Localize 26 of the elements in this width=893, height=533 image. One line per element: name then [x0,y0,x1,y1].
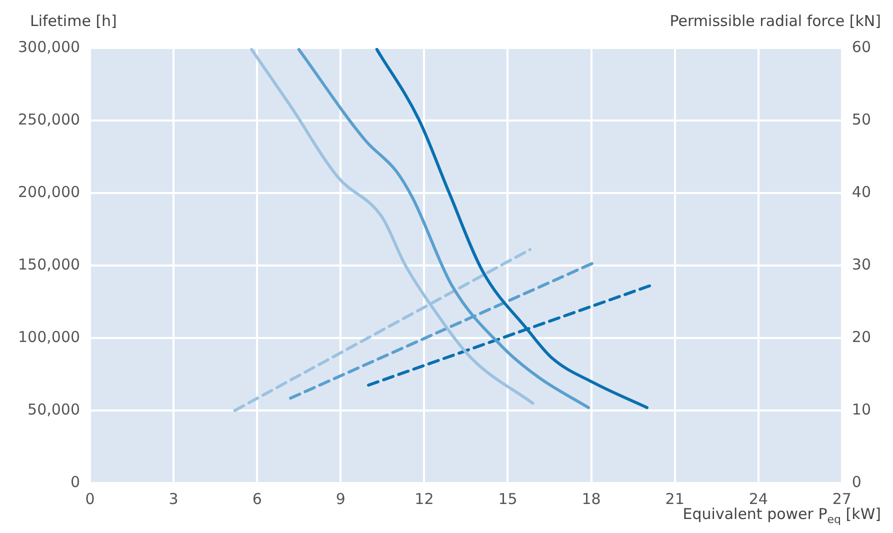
x-tick-label: 12 [414,490,434,508]
x-tick-label: 6 [252,490,262,508]
y-tick-label: 200,000 [18,182,80,201]
x-tick-label: 18 [582,490,601,508]
y-tick-label: 300,000 [18,38,80,56]
x-tick-label: 27 [832,490,852,508]
y2-axis-title: Permissible radial force [kN] [670,12,882,30]
y2-tick-label: 20 [852,328,872,346]
x-tick-label: 24 [748,490,768,508]
y2-tick-label: 50 [852,110,872,128]
y-axis-title: Lifetime [h] [30,12,117,30]
y-tick-label: 50,000 [28,400,80,418]
x-tick-label: 3 [168,490,178,508]
y2-tick-label: 0 [852,472,862,491]
y-tick-label: 0 [70,472,80,491]
y-tick-label: 100,000 [18,328,80,346]
y2-tick-label: 60 [852,38,872,56]
x-tick-label: 9 [336,490,346,508]
x-tick-label: 15 [498,490,518,508]
y2-tick-label: 40 [852,182,872,201]
y-tick-label: 150,000 [18,255,80,274]
y2-tick-label: 10 [852,400,872,418]
y-tick-label: 250,000 [18,110,80,128]
x-tick-label: 21 [665,490,684,508]
x-tick-label: 0 [85,490,95,508]
y2-tick-label: 30 [852,255,872,274]
